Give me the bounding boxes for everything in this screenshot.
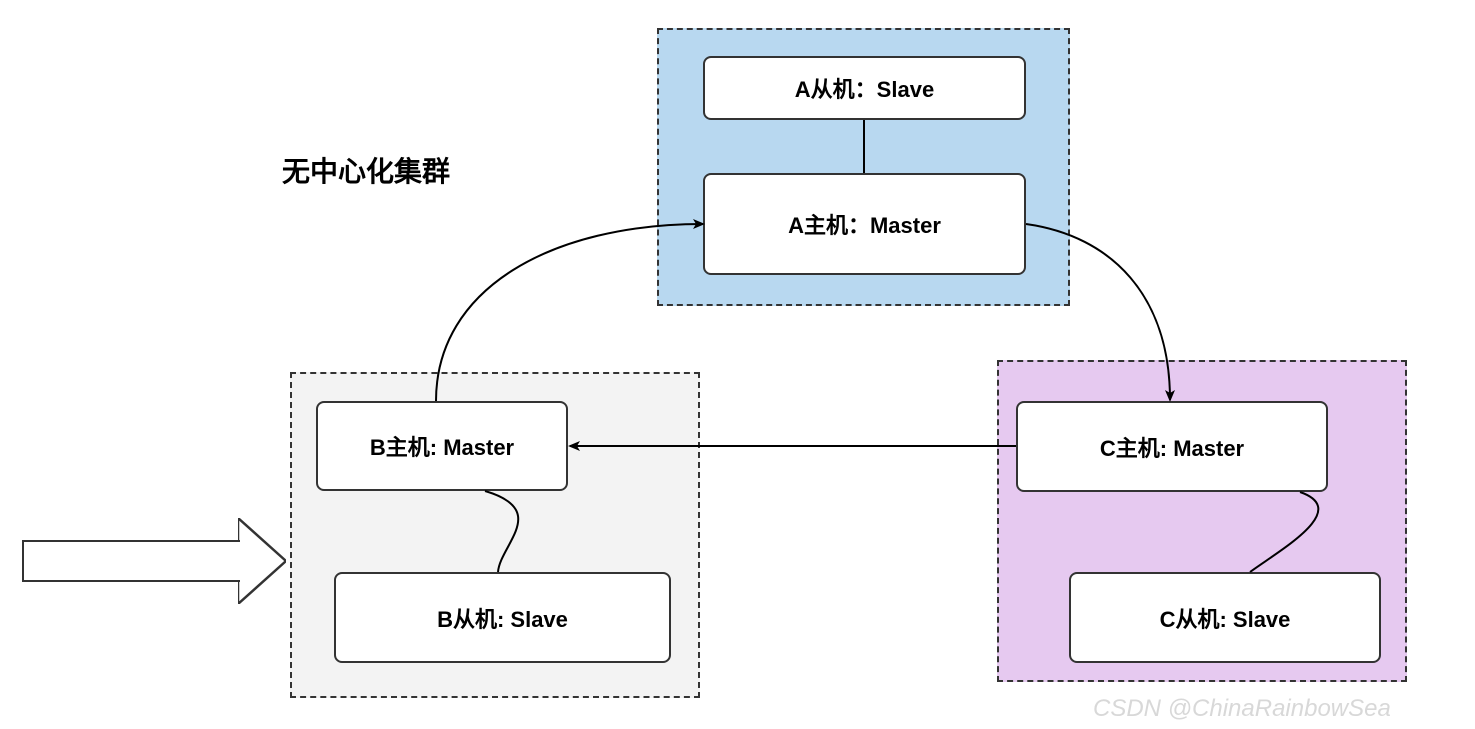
entry-arrow-shaft	[22, 540, 240, 582]
entry-arrow-head	[238, 518, 286, 604]
node-c-slave: C从机: Slave	[1069, 572, 1381, 663]
entry-arrow	[22, 518, 286, 604]
node-b-slave: B从机: Slave	[334, 572, 671, 663]
node-b-master: B主机: Master	[316, 401, 568, 491]
node-c-master: C主机: Master	[1016, 401, 1328, 492]
node-a-slave: A从机：Slave	[703, 56, 1026, 120]
node-a-master: A主机：Master	[703, 173, 1026, 275]
watermark-text: CSDN @ChinaRainbowSea	[1093, 695, 1391, 723]
diagram-title: 无中心化集群	[282, 150, 450, 190]
